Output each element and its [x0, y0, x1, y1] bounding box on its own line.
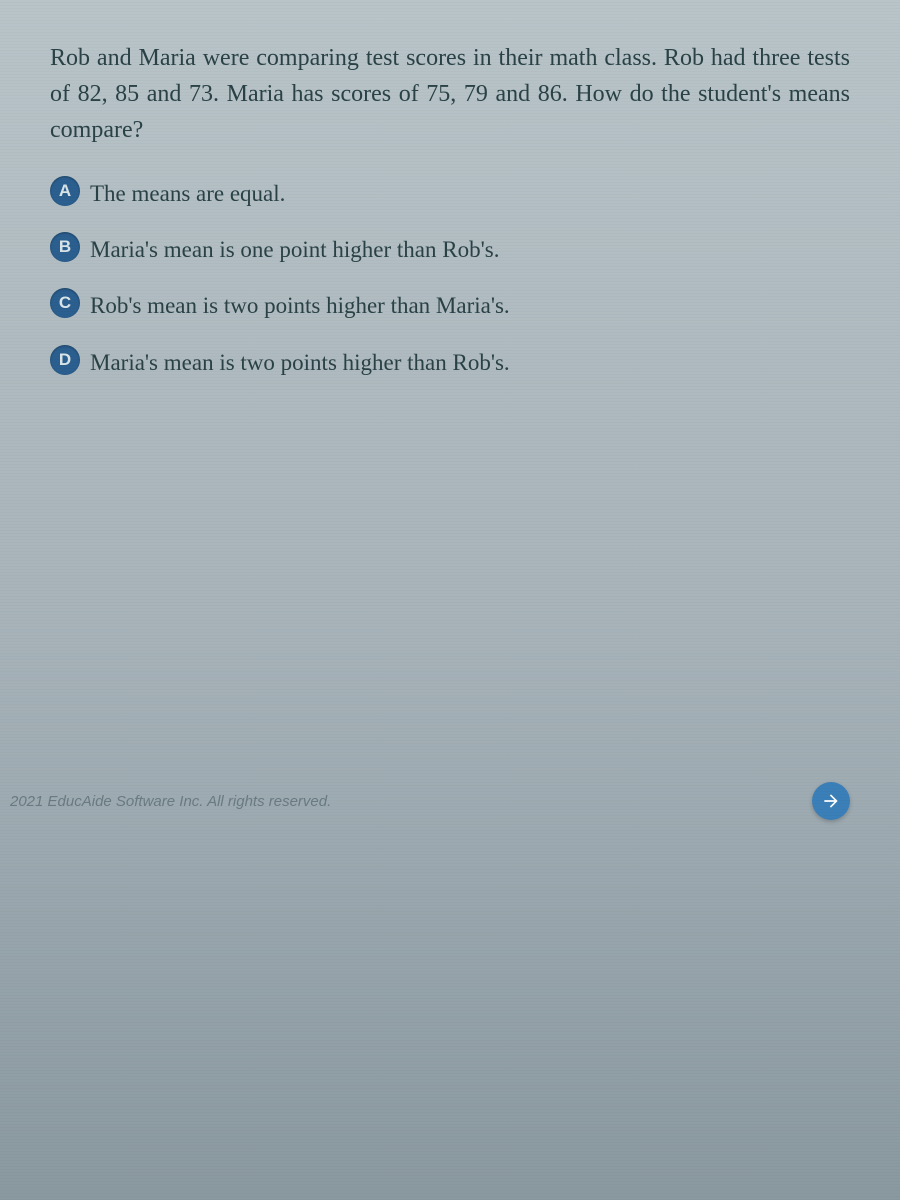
option-b[interactable]: B Maria's mean is one point higher than … — [50, 232, 850, 266]
option-badge-b: B — [50, 232, 80, 262]
next-button[interactable] — [812, 782, 850, 820]
arrow-right-icon — [821, 791, 841, 811]
option-text-b: Maria's mean is one point higher than Ro… — [90, 232, 499, 266]
option-badge-c: C — [50, 288, 80, 318]
option-badge-a: A — [50, 176, 80, 206]
options-list: A The means are equal. B Maria's mean is… — [50, 176, 850, 379]
option-badge-d: D — [50, 345, 80, 375]
option-c[interactable]: C Rob's mean is two points higher than M… — [50, 288, 850, 322]
option-d[interactable]: D Maria's mean is two points higher than… — [50, 345, 850, 379]
option-text-d: Maria's mean is two points higher than R… — [90, 345, 510, 379]
option-a[interactable]: A The means are equal. — [50, 176, 850, 210]
option-text-a: The means are equal. — [90, 176, 285, 210]
copyright-text: 2021 EducAide Software Inc. All rights r… — [10, 793, 331, 810]
footer-bar: 2021 EducAide Software Inc. All rights r… — [10, 782, 850, 820]
question-prompt: Rob and Maria were comparing test scores… — [50, 40, 850, 148]
option-text-c: Rob's mean is two points higher than Mar… — [90, 288, 510, 322]
